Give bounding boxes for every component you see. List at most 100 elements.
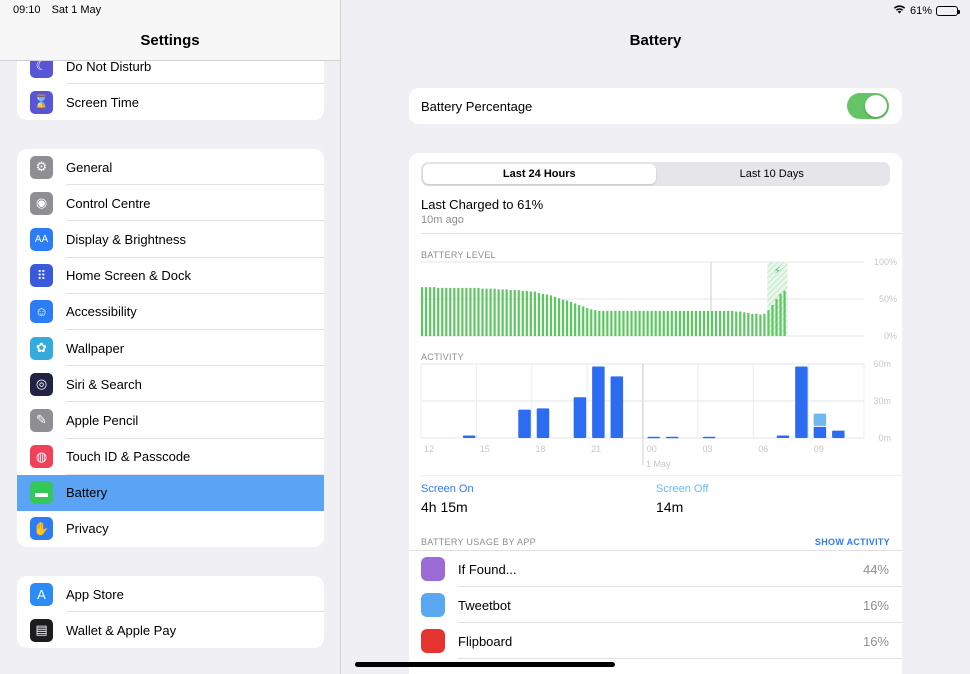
sidebar-item-control-centre[interactable]: ◉ Control Centre: [17, 185, 324, 222]
screen-on-bar: [592, 366, 605, 438]
battery-usage-card: Last 24 Hours Last 10 Days Last Charged …: [409, 153, 902, 674]
battery-level-bar: [465, 287, 468, 336]
sidebar-item-label: Do Not Disturb: [66, 58, 152, 74]
sidebar-item-label: General: [66, 159, 113, 175]
battery-level-bar: [429, 287, 432, 336]
battery-level-label: BATTERY LEVEL: [421, 250, 496, 260]
x-tick-label: 00: [647, 444, 657, 454]
battery-level-bar: [501, 289, 504, 336]
sidebar-item-label: Display & Brightness: [66, 231, 186, 247]
y-tick-label: 30m: [873, 396, 891, 406]
battery-level-bar: [493, 288, 496, 336]
battery-level-bar: [610, 310, 613, 336]
battery-level-bar: [658, 310, 661, 336]
app-usage-row[interactable]: If Found... 44%: [409, 551, 902, 587]
wallet-icon: ▤: [30, 618, 53, 642]
sidebar-item-accessibility[interactable]: ☺ Accessibility: [17, 294, 324, 331]
screen-off-bar: [813, 413, 827, 426]
y-tick-label: 0m: [878, 433, 891, 443]
activity-label: ACTIVITY: [421, 352, 464, 362]
sidebar-item-siri-search[interactable]: ◎ Siri & Search: [17, 366, 324, 403]
battery-level-bar: [525, 290, 528, 336]
sidebar-item-touch-id-passcode[interactable]: ◍ Touch ID & Passcode: [17, 439, 324, 475]
sidebar-item-wallpaper[interactable]: ✿ Wallpaper: [17, 330, 324, 367]
status-bar: 09:10 Sat 1 May 61%: [0, 0, 970, 20]
hourglass-icon: ⌛: [30, 90, 53, 114]
tab-last-10-days[interactable]: Last 10 Days: [739, 168, 804, 180]
gear-icon: ⚙: [30, 155, 53, 179]
sidebar-item-battery[interactable]: ▬ Battery: [17, 474, 324, 511]
battery-level-bar: [650, 310, 653, 336]
battery-level-bar: [549, 295, 553, 336]
page-title: Battery: [629, 32, 682, 49]
sidebar-item-label: Wallpaper: [66, 340, 125, 356]
battery-percentage-label: Battery Percentage: [421, 98, 533, 114]
flower-icon: ✿: [30, 336, 53, 360]
sidebar-item-home-screen-dock[interactable]: ⠿ Home Screen & Dock: [17, 258, 324, 294]
hand-icon: ✋: [30, 517, 53, 541]
battery-level-bar: [602, 310, 605, 336]
battery-level-bar: [561, 299, 565, 336]
battery-level-bar: [489, 288, 492, 336]
battery-level-bar: [557, 298, 561, 336]
home-indicator[interactable]: [355, 662, 615, 667]
battery-level-bar: [719, 310, 722, 336]
app-usage-row[interactable]: Tweetbot 16%: [409, 587, 902, 623]
toggles-icon: ◉: [30, 191, 53, 215]
if-found-icon: [421, 557, 445, 581]
detail-pane: Battery Battery Percentage Last 24 Hours…: [341, 0, 970, 674]
y-tick-label: 0%: [884, 331, 897, 341]
sidebar-item-display-brightness[interactable]: AA Display & Brightness: [17, 221, 324, 258]
sidebar-item-wallet-apple-pay[interactable]: ▤ Wallet & Apple Pay: [17, 612, 324, 648]
battery-level-bar: [497, 289, 500, 336]
x-tick-label: 12: [424, 444, 434, 454]
sidebar-item-general[interactable]: ⚙ General: [17, 149, 324, 186]
sidebar-item-privacy[interactable]: ✋ Privacy: [17, 511, 324, 547]
battery-level-bar: [541, 293, 545, 336]
battery-level-bar: [537, 293, 541, 336]
screen-on-bar: [702, 436, 716, 439]
battery-level-bar: [529, 291, 532, 336]
battery-level-bar: [505, 289, 508, 336]
show-activity-button[interactable]: SHOW ACTIVITY: [814, 537, 890, 547]
sidebar-item-label: Siri & Search: [66, 376, 142, 392]
sidebar-item-label: Accessibility: [66, 304, 137, 320]
screen-off-value: 14m: [656, 499, 684, 515]
divider: [409, 550, 902, 551]
sidebar-item-screen-time[interactable]: ⌛ Screen Time: [17, 84, 324, 120]
battery-percentage-row: Battery Percentage: [409, 88, 902, 124]
fingerprint-icon: ◍: [30, 445, 53, 469]
last-charged-ago: 10m ago: [421, 214, 464, 226]
screen-on-bar: [813, 426, 827, 438]
battery-level-bar: [437, 287, 440, 336]
sidebar-item-label: Wallet & Apple Pay: [66, 622, 177, 638]
pencil-icon: ✎: [30, 408, 53, 432]
battery-level-bar: [485, 288, 488, 336]
battery-level-bar: [565, 300, 569, 336]
y-tick-label: 60m: [873, 359, 891, 369]
battery-level-bar: [578, 304, 581, 336]
sidebar-item-app-store[interactable]: A App Store: [17, 576, 324, 613]
battery-level-bar: [646, 310, 649, 336]
battery-level-bar: [783, 290, 786, 336]
battery-level-bar: [630, 310, 633, 336]
detail-header: Battery: [341, 0, 970, 61]
app-store-icon: A: [30, 582, 53, 606]
sidebar-item-apple-pencil[interactable]: ✎ Apple Pencil: [17, 402, 324, 439]
tweetbot-icon: [421, 593, 445, 617]
battery-icon: ▬: [30, 481, 53, 505]
app-usage-row[interactable]: Flipboard 16%: [409, 623, 902, 659]
battery-level-bar: [545, 294, 549, 336]
battery-percentage-toggle[interactable]: [847, 93, 889, 119]
sidebar-item-label: Privacy: [66, 521, 109, 537]
screen-on-bar: [610, 376, 624, 438]
battery-level-bar: [533, 291, 536, 336]
battery-level-bar: [759, 314, 762, 336]
battery-level-bar: [570, 301, 573, 336]
app-percentage: 44%: [862, 561, 889, 577]
battery-level-bar: [598, 310, 601, 336]
battery-level-bar: [666, 310, 669, 336]
battery-level-bar: [638, 310, 641, 336]
tab-last-24-hours[interactable]: Last 24 Hours: [423, 164, 656, 184]
time-range-segmented-control: Last 24 Hours Last 10 Days: [421, 162, 890, 186]
